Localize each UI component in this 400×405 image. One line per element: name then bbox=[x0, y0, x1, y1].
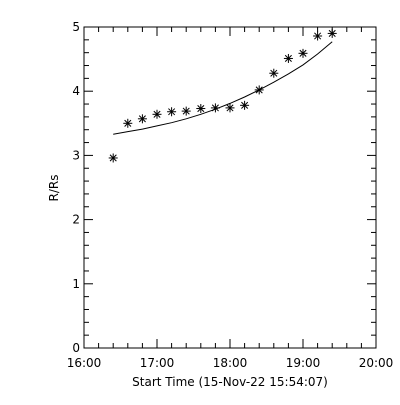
data-point bbox=[240, 100, 250, 110]
x-tick-label: 20:00 bbox=[359, 356, 394, 370]
x-axis-title: Start Time (15-Nov-22 15:54:07) bbox=[132, 375, 328, 389]
y-tick-label: 3 bbox=[72, 148, 80, 162]
y-tick-label: 1 bbox=[72, 277, 80, 291]
fit-curve bbox=[113, 41, 333, 135]
data-point bbox=[137, 114, 147, 124]
y-tick-label: 4 bbox=[72, 84, 80, 98]
data-point bbox=[298, 48, 308, 58]
data-point bbox=[269, 68, 279, 78]
x-tick-label: 19:00 bbox=[286, 356, 321, 370]
data-point bbox=[225, 103, 235, 113]
y-tick-label: 2 bbox=[72, 213, 80, 227]
data-point bbox=[327, 28, 337, 38]
y-tick-label: 5 bbox=[72, 20, 80, 34]
data-point bbox=[167, 107, 177, 117]
y-tick-label: 0 bbox=[72, 341, 80, 355]
data-point bbox=[283, 53, 293, 63]
data-point bbox=[254, 85, 264, 95]
data-point bbox=[181, 106, 191, 116]
y-axis-title: R/Rs bbox=[47, 175, 61, 202]
data-point bbox=[196, 104, 206, 114]
data-point bbox=[123, 118, 133, 128]
data-point bbox=[313, 31, 323, 41]
data-point bbox=[210, 103, 220, 113]
x-axis-ticks: 16:00 17:00 18:00 19:00 20:00 bbox=[67, 27, 394, 370]
data-point bbox=[152, 109, 162, 119]
plot-frame bbox=[83, 26, 377, 349]
x-tick-label: 16:00 bbox=[67, 356, 102, 370]
x-tick-label: 17:00 bbox=[140, 356, 175, 370]
fit-curve-layer bbox=[113, 41, 333, 135]
y-axis-ticks: 0 1 2 3 4 5 bbox=[72, 20, 376, 355]
x-tick-label: 18:00 bbox=[213, 356, 248, 370]
data-points-layer bbox=[108, 28, 337, 163]
data-point bbox=[108, 153, 118, 163]
